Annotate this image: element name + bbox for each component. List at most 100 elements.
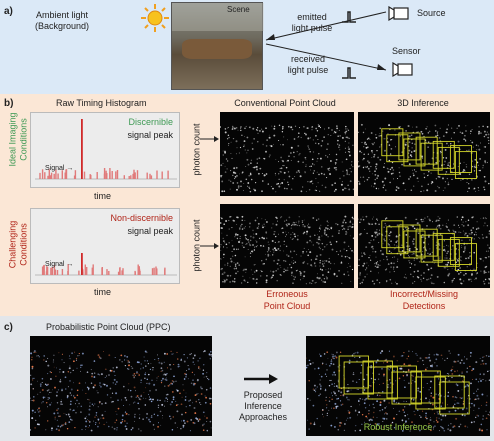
point-cloud-point (236, 182, 239, 184)
point-cloud-point (339, 250, 342, 252)
point-cloud-point (455, 396, 458, 399)
histogram-bar (134, 172, 136, 179)
point-cloud-point (447, 250, 449, 253)
point-cloud-point (114, 421, 116, 424)
point-cloud-point (402, 409, 405, 411)
point-cloud-point (227, 134, 230, 137)
point-cloud-point (400, 244, 402, 246)
point-cloud-point (72, 369, 74, 372)
point-cloud-point (60, 399, 62, 401)
point-cloud-point (435, 353, 438, 356)
point-cloud-point (59, 415, 61, 417)
point-cloud-point (338, 390, 340, 392)
point-cloud-point (426, 126, 428, 128)
point-cloud-point (438, 227, 440, 229)
point-cloud-point (358, 258, 361, 261)
point-cloud-point (375, 361, 378, 364)
point-cloud-point (39, 391, 41, 393)
point-cloud-point (309, 422, 312, 425)
point-cloud-point (473, 238, 475, 240)
point-cloud-point (320, 387, 322, 389)
point-cloud-point (98, 374, 101, 376)
point-cloud-point (231, 239, 233, 241)
point-cloud-point (431, 251, 433, 253)
point-cloud-point (290, 233, 292, 236)
point-cloud-point (358, 131, 360, 133)
point-cloud-point (338, 269, 340, 272)
point-cloud-point (287, 159, 289, 162)
point-cloud-point (229, 188, 231, 190)
point-cloud-point (275, 223, 278, 226)
point-cloud-point (249, 222, 251, 225)
point-cloud-point (393, 248, 395, 250)
point-cloud-point (470, 229, 473, 232)
point-cloud-point (473, 405, 475, 407)
point-cloud-point (323, 136, 325, 138)
point-cloud-point (230, 141, 232, 143)
histogram-bar (128, 176, 130, 179)
point-cloud-point (478, 190, 480, 191)
point-cloud-point (389, 382, 392, 384)
histogram-bar (164, 269, 166, 275)
point-cloud-point (321, 269, 323, 271)
point-cloud-point (253, 233, 255, 235)
point-cloud-point (92, 405, 94, 407)
received-label-line2: light pulse (287, 65, 329, 75)
point-cloud-point (323, 416, 324, 418)
point-cloud-point (278, 139, 280, 142)
point-cloud-point (398, 171, 401, 174)
point-cloud-point (193, 354, 196, 357)
point-cloud-point (369, 242, 371, 244)
histogram-bar (39, 172, 41, 179)
point-cloud-point (32, 412, 33, 414)
point-cloud-point (231, 125, 234, 128)
point-cloud-point (220, 258, 222, 260)
point-cloud-point (271, 125, 273, 127)
point-cloud-point (283, 187, 286, 190)
point-cloud-point (306, 365, 308, 367)
point-cloud-point (303, 275, 306, 278)
robust-label: Robust Inference (363, 422, 433, 432)
point-cloud-point (365, 267, 368, 269)
point-cloud-point (318, 394, 320, 397)
point-cloud-point (430, 172, 432, 174)
point-cloud-point (347, 129, 350, 132)
point-cloud-point (281, 131, 284, 133)
point-cloud-point (333, 407, 335, 410)
point-cloud-point (242, 269, 244, 272)
point-cloud-point (342, 394, 345, 396)
point-cloud-point (363, 252, 366, 255)
point-cloud-point (412, 351, 413, 353)
point-cloud-point (47, 420, 49, 422)
histogram-bar (122, 268, 124, 275)
point-cloud-point (483, 186, 485, 188)
point-cloud-point (126, 359, 128, 361)
proposed-line1: Proposed (243, 390, 283, 400)
histogram-challenging: Non-discernible signal peak Signal → (30, 208, 180, 284)
ambient-light-label-line1: Ambient light (35, 10, 89, 20)
point-cloud-point (428, 162, 430, 164)
point-cloud-point (275, 159, 277, 161)
point-cloud-point (485, 355, 488, 357)
point-cloud-point (324, 281, 327, 284)
point-cloud-point (464, 425, 467, 428)
point-cloud-point (324, 186, 327, 189)
point-cloud-point (133, 401, 136, 403)
arrow-right-icon (244, 374, 278, 384)
point-cloud-point (163, 373, 166, 376)
point-cloud-point (270, 145, 273, 148)
point-cloud-point (321, 166, 323, 168)
point-cloud-point (273, 127, 276, 130)
point-cloud-point (315, 388, 317, 390)
point-cloud-point (31, 356, 33, 358)
point-cloud-point (467, 219, 470, 221)
point-cloud-point (296, 254, 298, 256)
point-cloud-point (265, 258, 267, 261)
point-cloud-point (288, 175, 291, 178)
point-cloud-point (398, 167, 400, 169)
point-cloud-point (272, 270, 275, 273)
point-cloud-point (439, 217, 441, 220)
point-cloud-point (344, 256, 347, 258)
point-cloud-point (240, 129, 242, 132)
point-cloud-point (414, 246, 416, 249)
